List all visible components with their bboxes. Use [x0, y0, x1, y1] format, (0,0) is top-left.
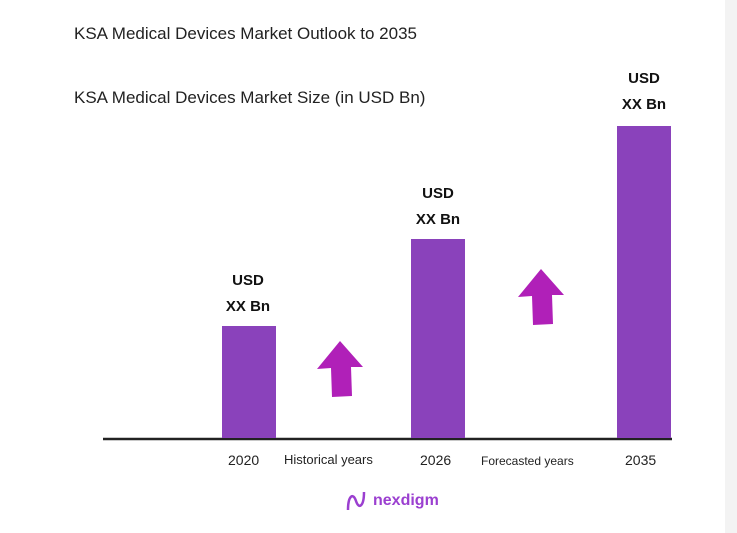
growth-arrow-forecast — [518, 269, 564, 325]
nexdigm-logo: nexdigm — [345, 490, 439, 512]
x-tick-2035: 2035 — [625, 452, 657, 468]
x-tick-2020: 2020 — [228, 452, 260, 468]
data-label-2035: USD XX Bn — [621, 70, 667, 113]
nexdigm-logo-icon — [346, 491, 366, 511]
chart-subtitle: KSA Medical Devices Market Size (in USD … — [74, 88, 426, 107]
growth-arrow-historical — [317, 341, 363, 397]
data-label-2020: USD XX Bn — [225, 272, 271, 315]
bar-2026 — [411, 239, 465, 438]
period-label-historical: Historical years — [284, 452, 373, 467]
right-edge-strip — [725, 0, 737, 533]
bar-2020 — [222, 326, 276, 438]
period-label-forecasted: Forecasted years — [481, 454, 574, 468]
data-label-2026: USD XX Bn — [415, 185, 461, 228]
bar-2035 — [617, 126, 671, 438]
chart-title: KSA Medical Devices Market Outlook to 20… — [74, 24, 417, 43]
x-tick-2026: 2026 — [420, 452, 452, 468]
